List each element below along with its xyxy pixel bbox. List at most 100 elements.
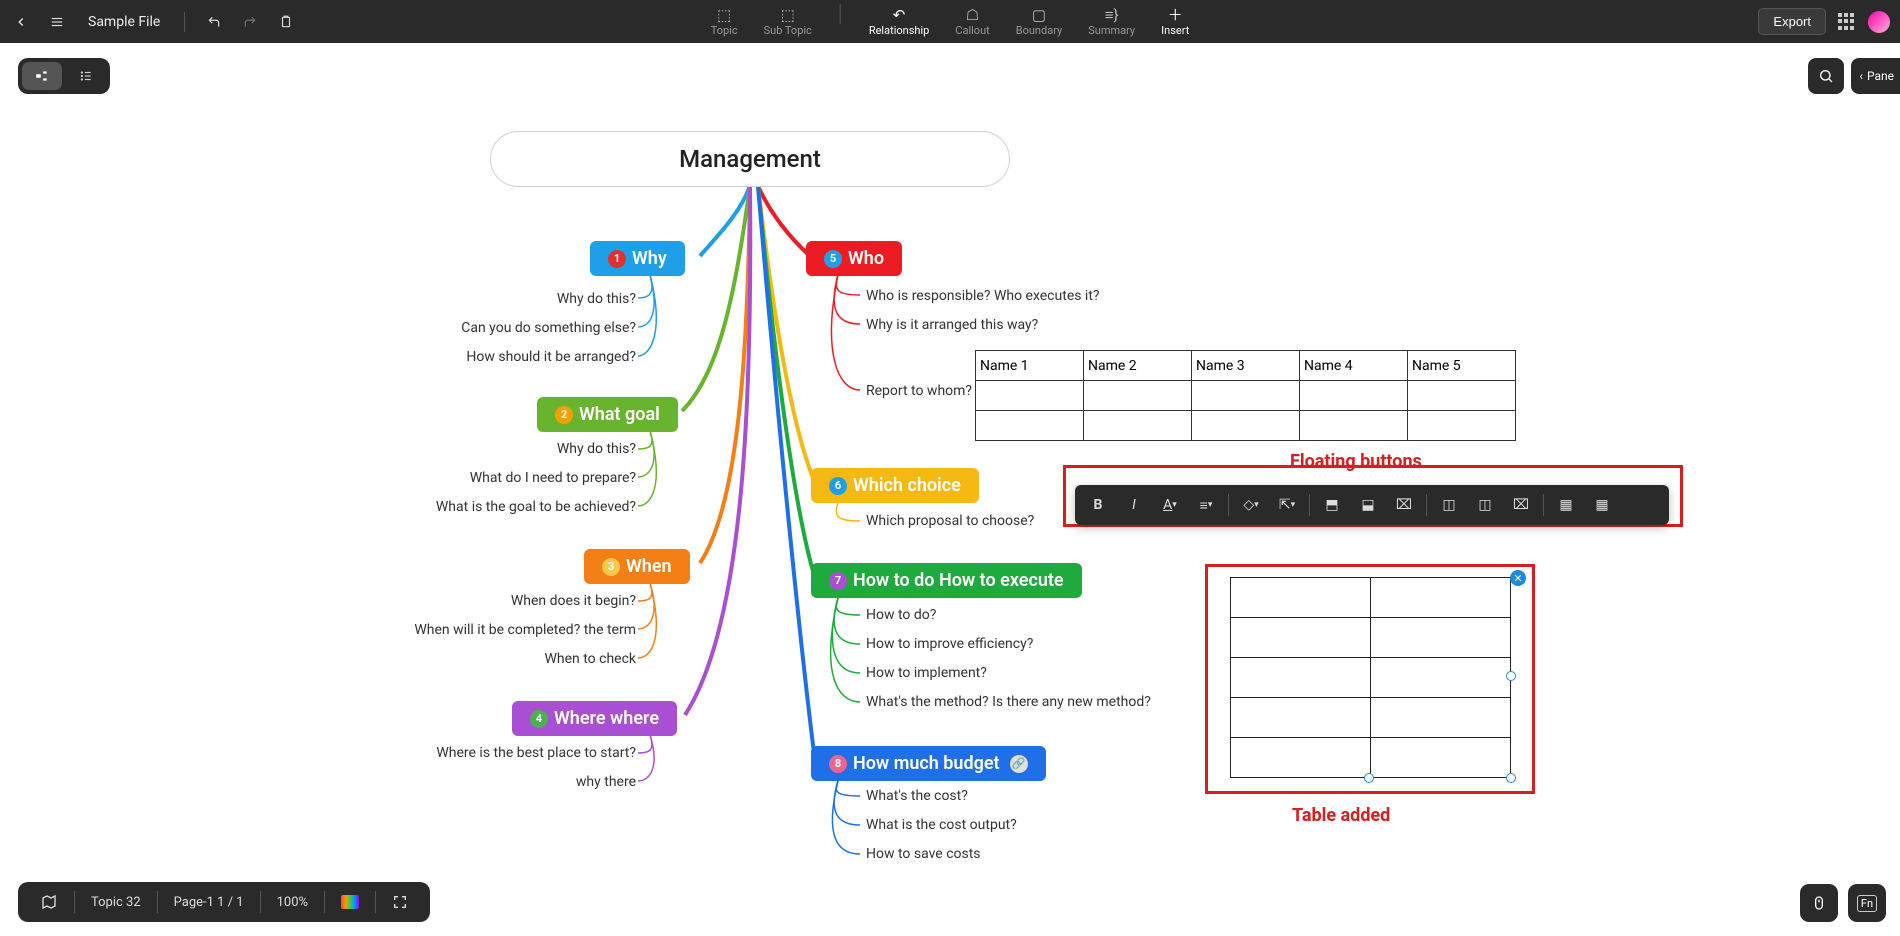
top-toolbar: Sample File ⬚Topic ⬚Sub Topic ↶Relations… xyxy=(0,0,1900,43)
apps-grid-icon[interactable] xyxy=(1838,13,1856,31)
export-cell-button[interactable]: ⇱▾ xyxy=(1270,490,1304,520)
delete-col-button[interactable]: ⌧ xyxy=(1504,490,1538,520)
branch-topic[interactable]: 7How to do How to execute xyxy=(811,563,1082,598)
resize-handle-right[interactable] xyxy=(1506,671,1516,681)
sub-topic[interactable]: How should it be arranged? xyxy=(466,349,636,365)
toolbar-callout[interactable]: ☖Callout xyxy=(953,4,991,39)
link-icon[interactable]: 🔗 xyxy=(1010,755,1028,773)
sub-topic[interactable]: Where is the best place to start? xyxy=(436,745,636,761)
close-icon[interactable]: ✕ xyxy=(1510,570,1526,586)
branch-topic[interactable]: 3When xyxy=(584,549,690,584)
fill-button[interactable]: ◇▾ xyxy=(1234,490,1268,520)
table-cell[interactable] xyxy=(1371,618,1511,658)
delete-row-button[interactable]: ⌧ xyxy=(1387,490,1421,520)
back-icon[interactable] xyxy=(10,11,32,33)
table-cell[interactable] xyxy=(1371,738,1511,778)
toolbar-topic[interactable]: ⬚Topic xyxy=(709,4,740,39)
map-icon[interactable] xyxy=(24,882,74,922)
branch-topic[interactable]: 6Which choice xyxy=(811,468,979,503)
file-title[interactable]: Sample File xyxy=(88,14,160,30)
mouse-mode-button[interactable] xyxy=(1800,884,1838,922)
sub-topic[interactable]: why there xyxy=(576,774,636,790)
table-cell[interactable] xyxy=(1231,658,1371,698)
fullscreen-icon[interactable] xyxy=(376,882,424,922)
insert-col-left-button[interactable]: ◫ xyxy=(1432,490,1466,520)
sub-topic[interactable]: How to save costs xyxy=(866,846,981,862)
font-color-button[interactable]: A▾ xyxy=(1153,490,1187,520)
table-cell[interactable] xyxy=(1231,698,1371,738)
branch-label: What goal xyxy=(579,404,660,425)
branch-label: How much budget xyxy=(853,753,1000,774)
resize-handle-bottom[interactable] xyxy=(1364,773,1374,783)
redo-icon[interactable] xyxy=(239,11,261,33)
table-cell[interactable]: Name 3 xyxy=(1192,351,1300,381)
italic-button[interactable]: I xyxy=(1117,490,1151,520)
merge-cells-button[interactable]: ▦ xyxy=(1549,490,1583,520)
branch-topic[interactable]: 5Who xyxy=(806,241,902,276)
table-cell[interactable]: Name 5 xyxy=(1408,351,1516,381)
divider xyxy=(184,12,185,32)
canvas[interactable]: Management 1Why Why do this? Can you do so… xyxy=(0,43,1900,936)
sub-topic[interactable]: What is the goal to be achieved? xyxy=(436,499,636,515)
insert-row-below-button[interactable]: ⬓ xyxy=(1351,490,1385,520)
resize-handle-corner[interactable] xyxy=(1506,773,1516,783)
sub-topic[interactable]: Why do this? xyxy=(557,441,636,457)
toolbar-summary[interactable]: ≡}Summary xyxy=(1086,4,1137,39)
sub-topic[interactable]: How to implement? xyxy=(866,665,987,681)
table-cell[interactable]: Name 4 xyxy=(1300,351,1408,381)
toolbar-insert[interactable]: ＋Insert xyxy=(1159,4,1191,39)
names-table[interactable]: Name 1 Name 2 Name 3 Name 4 Name 5 xyxy=(975,350,1516,441)
table-cell[interactable] xyxy=(1231,578,1371,618)
table-cell[interactable]: Name 2 xyxy=(1084,351,1192,381)
root-topic[interactable]: Management xyxy=(490,131,1010,187)
table-cell[interactable] xyxy=(1371,578,1511,618)
insert-row-above-button[interactable]: ⬒ xyxy=(1315,490,1349,520)
undo-icon[interactable] xyxy=(203,11,225,33)
table-row xyxy=(976,381,1516,411)
status-zoom[interactable]: 100% xyxy=(261,882,324,922)
divider xyxy=(1309,494,1310,516)
branch-topic[interactable]: 1Why xyxy=(590,241,685,276)
export-button[interactable]: Export xyxy=(1758,8,1826,35)
sub-topic[interactable]: Why do this? xyxy=(557,291,636,307)
branch-label: Who xyxy=(848,248,884,269)
sub-topic[interactable]: Report to whom? xyxy=(866,383,972,399)
fn-button[interactable]: Fn xyxy=(1848,884,1886,922)
toolbar-subtopic[interactable]: ⬚Sub Topic xyxy=(762,4,814,39)
sub-topic[interactable]: How to improve efficiency? xyxy=(866,636,1033,652)
sub-topic[interactable]: When to check xyxy=(544,651,636,667)
sub-topic[interactable]: What's the method? Is there any new meth… xyxy=(866,694,1151,710)
added-table[interactable] xyxy=(1230,577,1511,778)
table-cell[interactable] xyxy=(1371,698,1511,738)
branch-label: How to do How to execute xyxy=(853,570,1064,591)
sub-topic[interactable]: Why is it arranged this way? xyxy=(866,317,1038,333)
sub-topic[interactable]: Can you do something else? xyxy=(461,320,636,336)
split-cells-button[interactable]: ▦ xyxy=(1585,490,1619,520)
status-topic[interactable]: Topic 32 xyxy=(75,882,157,922)
table-cell[interactable] xyxy=(1231,738,1371,778)
clipboard-icon[interactable] xyxy=(275,11,297,33)
sub-topic[interactable]: Who is responsible? Who executes it? xyxy=(866,288,1100,304)
table-cell[interactable] xyxy=(1371,658,1511,698)
theme-icon[interactable] xyxy=(325,882,375,922)
toolbar-boundary[interactable]: ▢Boundary xyxy=(1014,4,1064,39)
sub-topic[interactable]: When will it be completed? the term xyxy=(414,622,636,638)
table-cell[interactable] xyxy=(1231,618,1371,658)
toolbar-relationship[interactable]: ↶Relationship xyxy=(867,4,931,39)
avatar[interactable] xyxy=(1868,11,1890,33)
status-page[interactable]: Page-1 1 / 1 xyxy=(158,882,260,922)
sub-topic[interactable]: When does it begin? xyxy=(511,593,636,609)
sub-topic[interactable]: What is the cost output? xyxy=(866,817,1017,833)
branch-topic[interactable]: 4Where where xyxy=(512,701,677,736)
branch-topic[interactable]: 8How much budget🔗 xyxy=(811,746,1046,781)
menu-icon[interactable] xyxy=(46,11,68,33)
sub-topic[interactable]: What do I need to prepare? xyxy=(470,470,636,486)
sub-topic[interactable]: Which proposal to choose? xyxy=(866,513,1034,529)
bold-button[interactable]: B xyxy=(1081,490,1115,520)
branch-topic[interactable]: 2What goal xyxy=(537,397,678,432)
insert-col-right-button[interactable]: ◫ xyxy=(1468,490,1502,520)
sub-topic[interactable]: How to do? xyxy=(866,607,936,623)
sub-topic[interactable]: What's the cost? xyxy=(866,788,968,804)
align-button[interactable]: ≡▾ xyxy=(1189,490,1223,520)
table-cell[interactable]: Name 1 xyxy=(976,351,1084,381)
